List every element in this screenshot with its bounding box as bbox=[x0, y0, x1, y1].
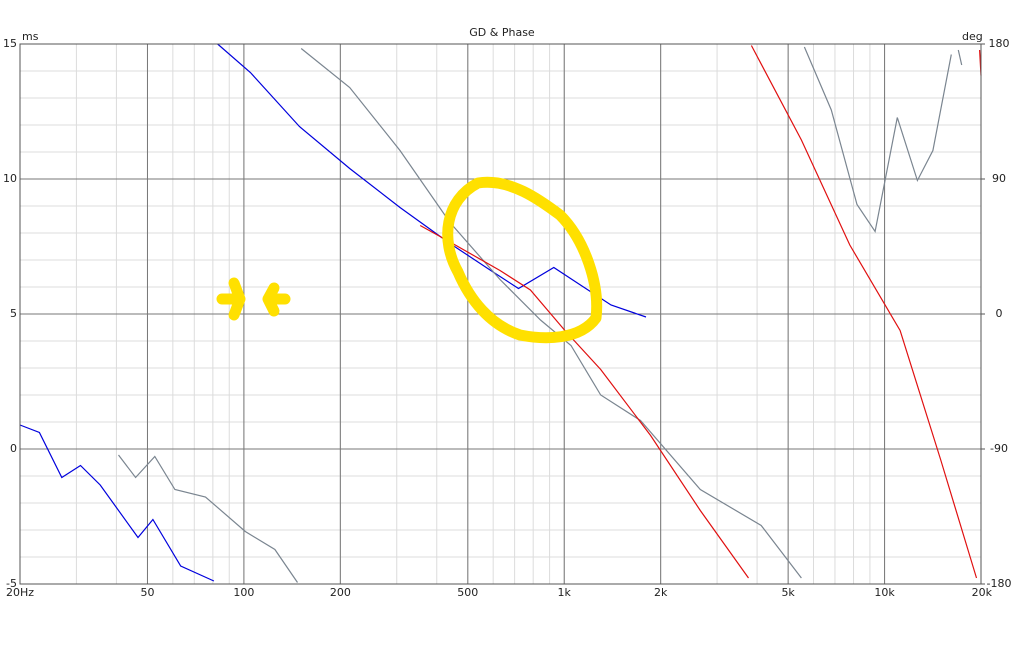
x-tick-label: 200 bbox=[330, 586, 351, 599]
y2-tick-label: 180 bbox=[989, 37, 1010, 50]
y-tick-label: 15 bbox=[3, 37, 17, 50]
y2-tick-label: 0 bbox=[996, 307, 1003, 320]
grid bbox=[19, 43, 982, 585]
x-tick-label: 500 bbox=[457, 586, 478, 599]
highlight-circle bbox=[442, 176, 603, 344]
x-tick-label: 20Hz bbox=[6, 586, 34, 599]
arrow-left bbox=[262, 282, 291, 317]
x-tick-label: 10k bbox=[874, 586, 895, 599]
annotation bbox=[216, 176, 603, 344]
y-axis-label: ms bbox=[22, 30, 39, 43]
y2-tick-label: -180 bbox=[987, 577, 1012, 590]
x-tick-label: 100 bbox=[233, 586, 254, 599]
y2-axis-label: deg bbox=[962, 30, 983, 43]
y-tick-label: 10 bbox=[3, 172, 17, 185]
x-tick-label: 2k bbox=[654, 586, 668, 599]
x-tick-label: 20k bbox=[972, 586, 993, 599]
arrow-right bbox=[216, 277, 246, 321]
chart-title: GD & Phase bbox=[469, 26, 535, 39]
y-tick-label: -5 bbox=[6, 577, 17, 590]
y-tick-label: 0 bbox=[10, 442, 17, 455]
x-tick-label: 1k bbox=[558, 586, 572, 599]
phase-line bbox=[19, 43, 647, 582]
y-tick-label: 5 bbox=[10, 307, 17, 320]
y2-tick-label: 90 bbox=[992, 172, 1006, 185]
y2-tick-label: -90 bbox=[990, 442, 1008, 455]
x-tick-label: 50 bbox=[140, 586, 154, 599]
x-tick-label: 5k bbox=[781, 586, 795, 599]
